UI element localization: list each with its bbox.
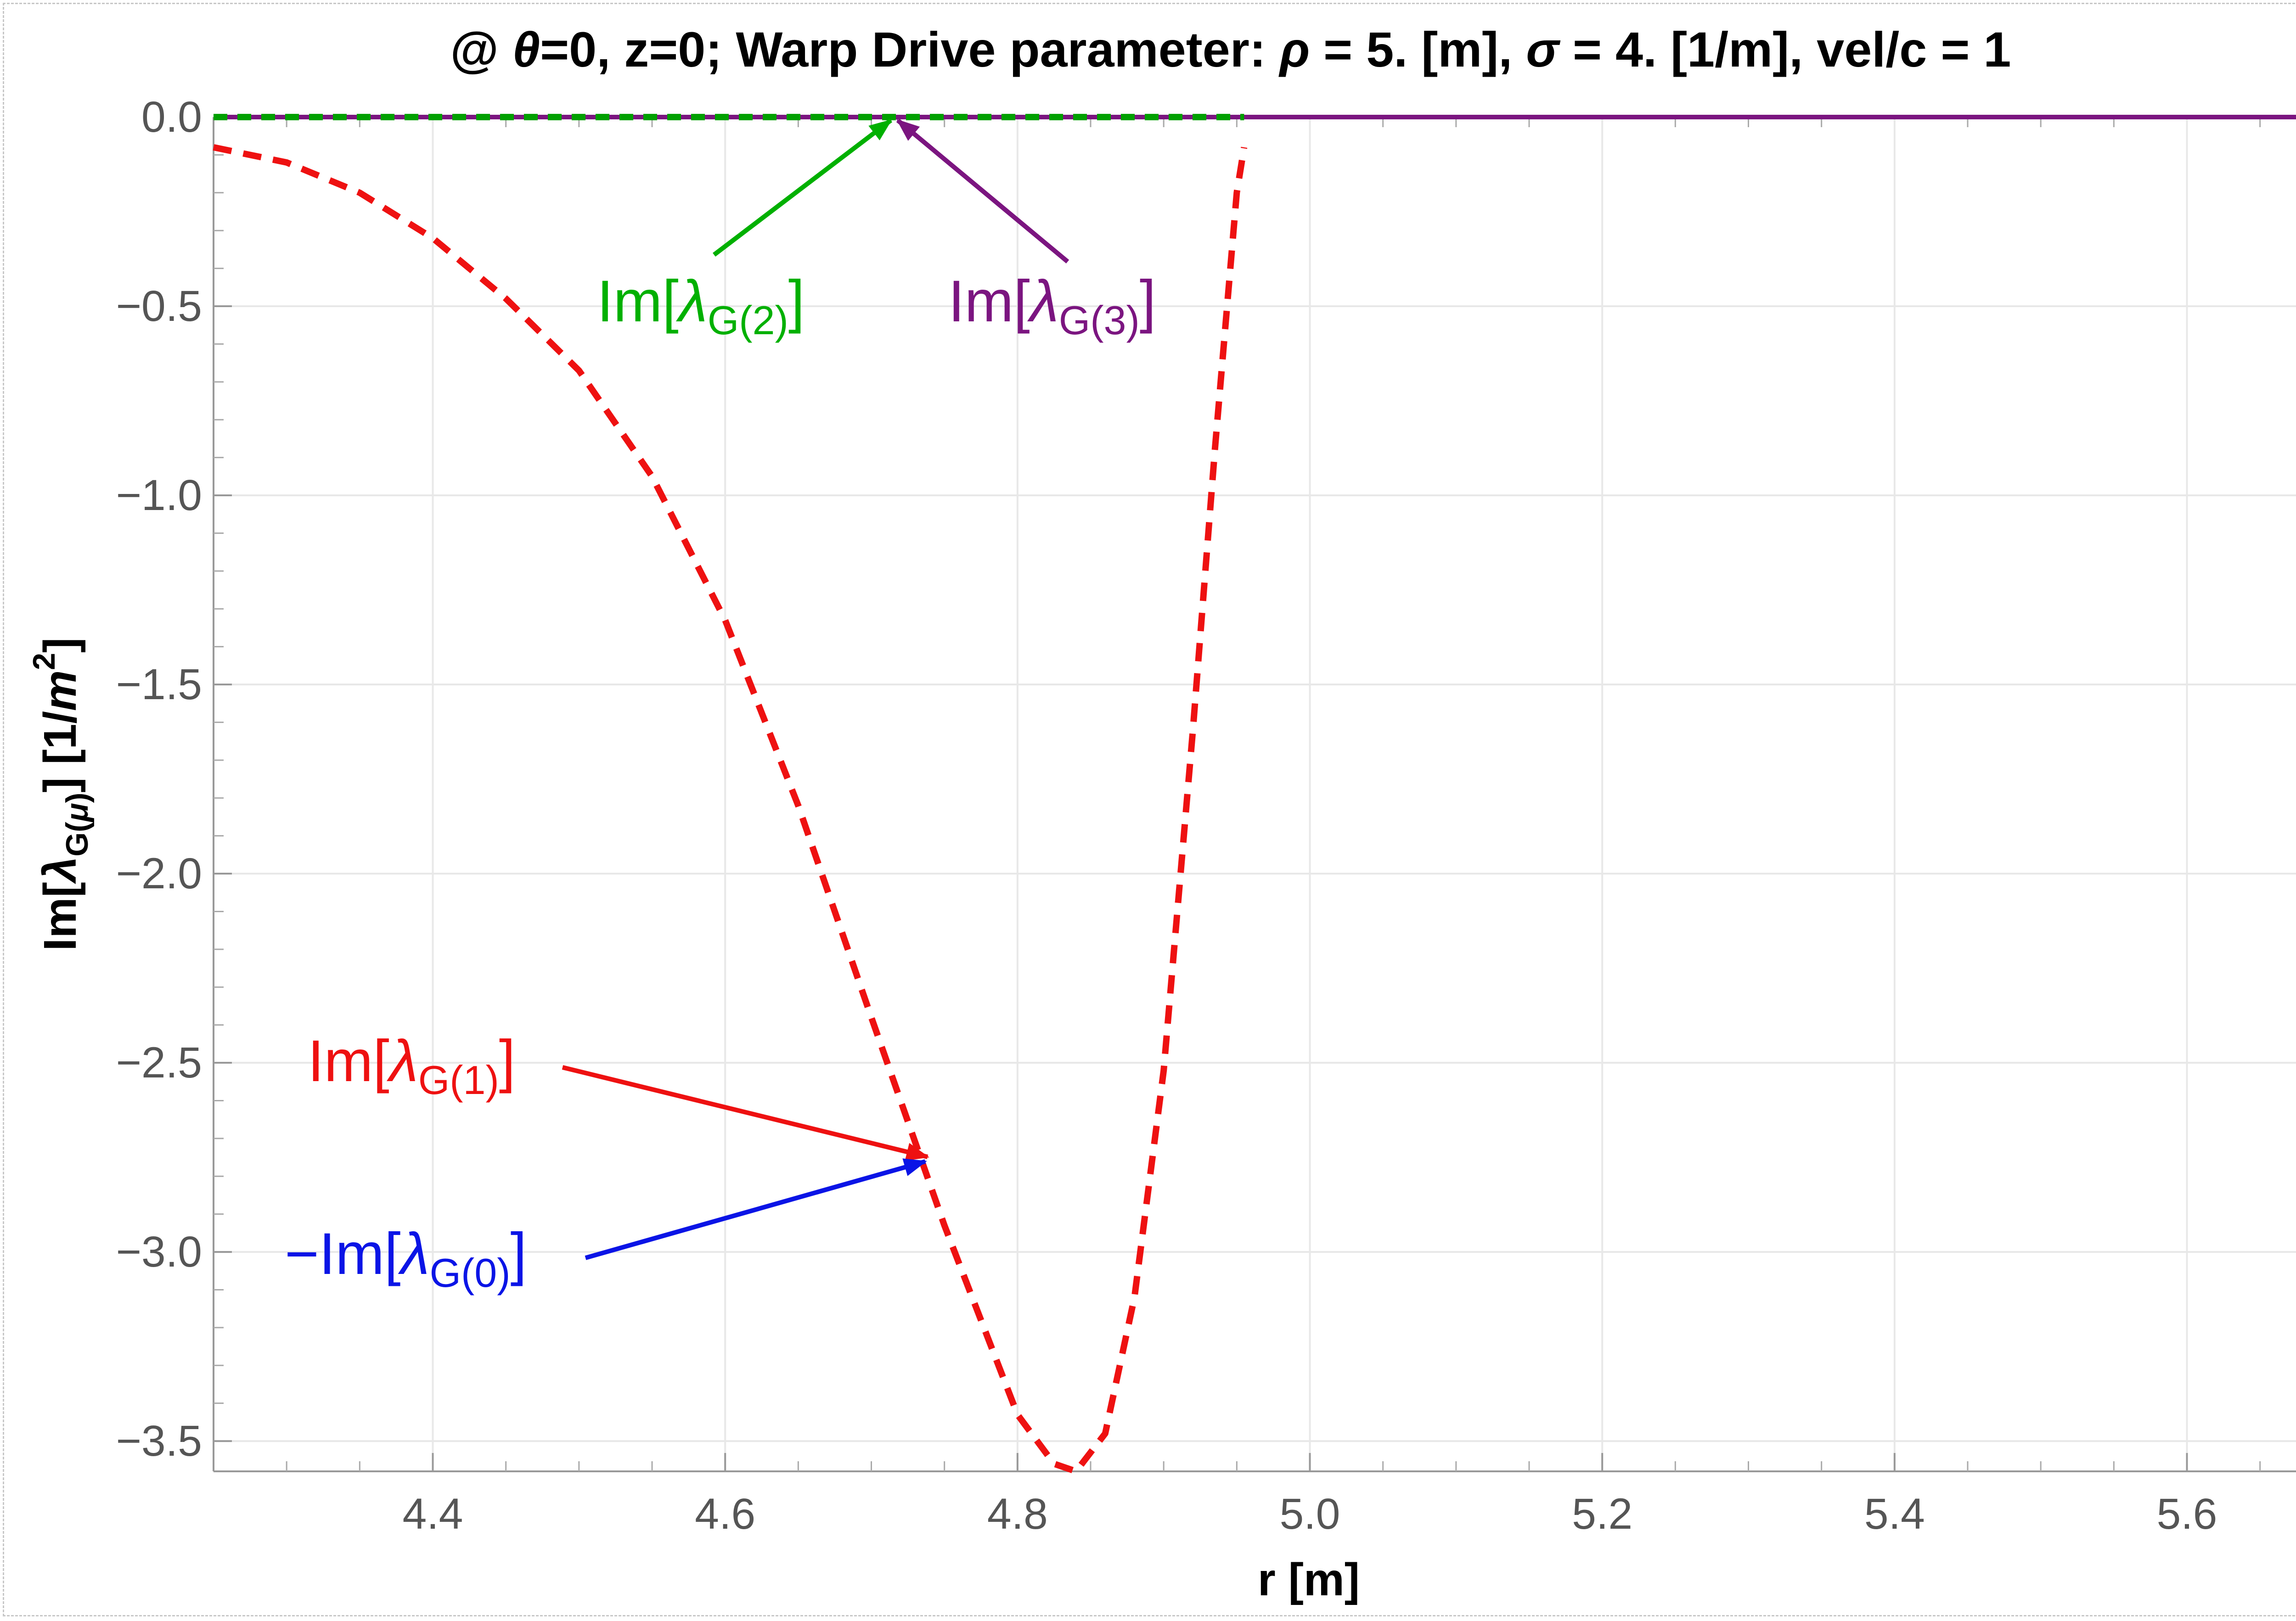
arrow-g0 <box>585 1158 927 1260</box>
y-tick-label: −2.0 <box>116 849 202 898</box>
y-tick-label: −3.0 <box>116 1228 202 1276</box>
y-tick-label: −0.5 <box>116 282 202 331</box>
x-axis-title: r [m] <box>1258 1554 1360 1605</box>
annotation-label-g3: Im[λG(3)] <box>948 269 1156 343</box>
x-tick-label: 5.0 <box>1279 1490 1340 1538</box>
chart-title: @ θ=0, z=0; Warp Drive parameter: ρ = 5.… <box>450 22 2011 77</box>
y-tick-label: −1.5 <box>116 660 202 709</box>
arrow-g3 <box>896 118 1069 264</box>
x-tick-label: 4.8 <box>987 1490 1048 1538</box>
grid <box>214 117 2296 1471</box>
figure-frame <box>3 3 2296 1616</box>
annotation-label-g0: −Im[λG(0)] <box>285 1221 527 1296</box>
x-tick-label: 5.6 <box>2156 1490 2217 1538</box>
annotation-arrows <box>562 118 1069 1260</box>
y-tick-label: −1.0 <box>116 471 202 520</box>
y-tick-label: −3.5 <box>116 1417 202 1465</box>
series <box>213 114 2296 1475</box>
y-axis-title: Im[λG(μ)] [1/m2] <box>27 638 95 951</box>
x-tick-label: 5.2 <box>1572 1490 1632 1538</box>
x-tick-label: 4.6 <box>695 1490 755 1538</box>
y-tick-label: −2.5 <box>116 1038 202 1087</box>
x-tick-label: 5.4 <box>1864 1490 1925 1538</box>
tick-marks: 4.4 4.6 4.8 5.0 5.2 5.4 5.6 0.0 −0.5 −1.0 −1.5 −2.0… <box>116 93 2261 1538</box>
x-tick-label: 4.4 <box>402 1490 463 1538</box>
y-tick-label: 0.0 <box>141 93 202 141</box>
arrow-g2 <box>712 118 893 257</box>
series-line-0 <box>213 144 1248 1475</box>
annotation-label-g2: Im[λG(2)] <box>597 269 805 343</box>
annotation-label-g1: Im[λG(1)] <box>308 1028 515 1103</box>
arrow-g1 <box>562 1065 929 1161</box>
